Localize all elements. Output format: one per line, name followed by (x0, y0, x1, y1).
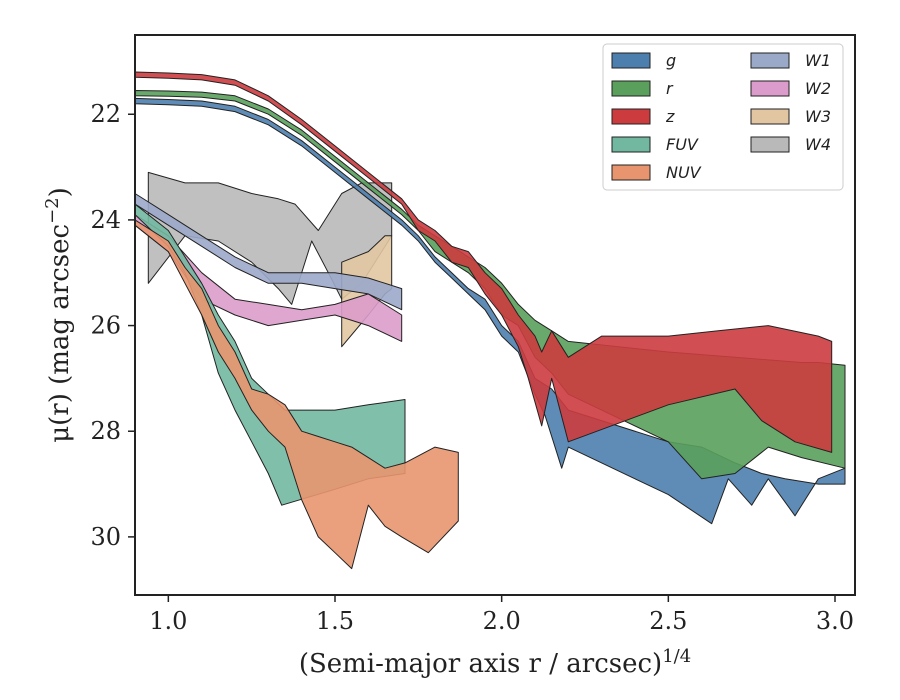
legend-label-r: r (666, 79, 674, 98)
x-tick-label: 1.5 (316, 607, 354, 635)
legend-label-w1: W1 (805, 51, 831, 70)
band-nuv (134, 219, 459, 570)
y-axis-label-exponent: −2 (42, 197, 63, 224)
y-tick-label: 28 (90, 417, 121, 445)
legend-swatch-w3 (750, 108, 790, 125)
y-tick-label: 22 (90, 100, 121, 128)
legend-label-w3: W3 (805, 107, 831, 126)
band-g (134, 97, 846, 525)
legend-label-w2: W2 (805, 79, 831, 98)
legend-label-g: g (666, 51, 676, 70)
y-axis-label-text: μ(r) (mag arcsec (45, 224, 75, 443)
axis-ticks: 1.0 1.5 2.0 2.5 3.0 22 24 26 28 30 (90, 100, 854, 635)
legend-swatch-w2 (750, 80, 790, 97)
series-bands (134, 71, 846, 570)
band-fuv (134, 203, 406, 506)
y-tick-label: 24 (90, 206, 121, 234)
x-tick-label: 1.0 (149, 607, 187, 635)
legend-swatch-r (611, 80, 651, 97)
legend-swatch-fuv (611, 136, 651, 153)
x-tick-label: 2.0 (483, 607, 521, 635)
legend-swatch-w4 (750, 136, 790, 153)
y-axis-label-suffix: ) (45, 187, 75, 197)
band-z (134, 71, 833, 453)
y-axis-label: μ(r) (mag arcsec−2) (42, 187, 76, 443)
legend-swatch-z (611, 108, 651, 125)
legend: grz FUV NUV W1 W2 W3 W4 (602, 43, 844, 191)
legend-label-z: z (665, 107, 675, 126)
legend-swatch-g (611, 52, 651, 69)
legend-label-fuv: FUV (666, 135, 699, 154)
x-axis-label-exponent: 1/4 (662, 646, 691, 667)
legend-swatch-w1 (750, 52, 790, 69)
y-tick-label: 26 (90, 312, 121, 340)
x-tick-label: 2.5 (649, 607, 687, 635)
plot-frame (134, 34, 856, 596)
x-tick-label: 3.0 (816, 607, 854, 635)
legend-swatch-nuv (611, 164, 651, 181)
band-w1 (134, 193, 403, 311)
x-axis-label-text: (Semi-major axis r / arcsec) (299, 649, 662, 679)
x-axis-label: (Semi-major axis r / arcsec)1/4 (299, 646, 691, 680)
y-tick-label: 30 (90, 523, 121, 551)
legend-label-nuv: NUV (666, 163, 702, 182)
legend-label-w4: W4 (805, 135, 831, 154)
